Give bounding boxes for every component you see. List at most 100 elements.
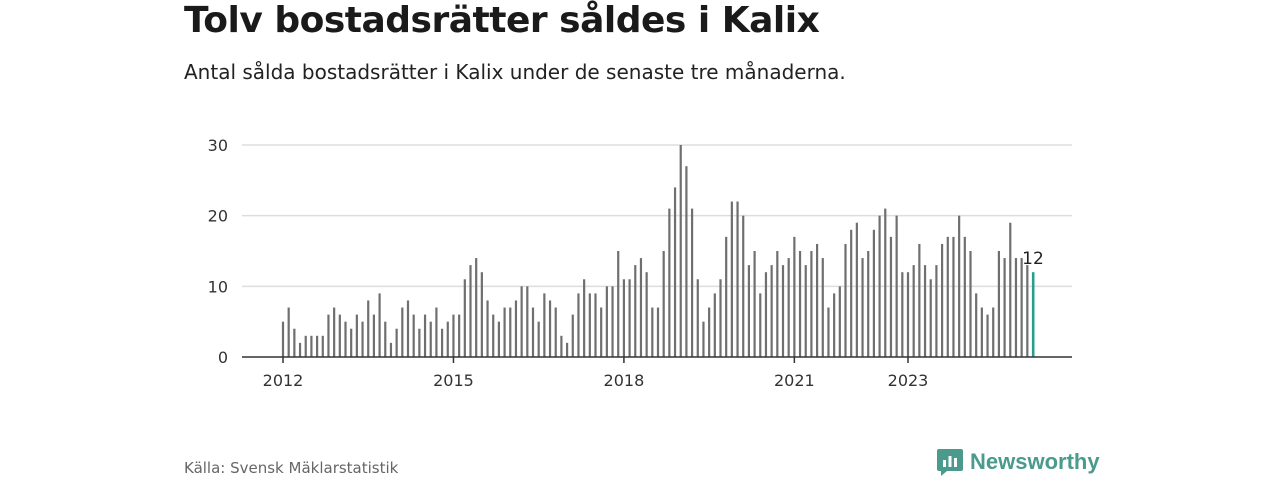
bar: [293, 328, 296, 357]
bar: [878, 215, 881, 357]
bar: [969, 251, 972, 357]
bar: [844, 243, 847, 357]
bar: [645, 272, 648, 357]
bar: [503, 307, 506, 357]
bar: [475, 258, 478, 357]
bar: [350, 328, 353, 357]
bar: [827, 307, 830, 357]
bar: [708, 307, 711, 357]
bar: [315, 335, 319, 357]
bar: [946, 236, 949, 357]
bar: [594, 293, 597, 357]
y-tick-label: 10: [208, 277, 228, 296]
bar: [747, 265, 751, 357]
bar: [662, 251, 665, 357]
bar: [452, 314, 455, 357]
bar: [526, 286, 529, 357]
bar: [958, 215, 961, 357]
bar: [895, 215, 898, 357]
bar: [531, 307, 535, 357]
bar: [577, 293, 580, 357]
bar: [327, 314, 330, 357]
bar: [1026, 265, 1029, 357]
bar: [742, 215, 745, 357]
bar: [543, 293, 546, 357]
bar: [401, 307, 404, 357]
bar: [565, 342, 569, 357]
bar: [986, 314, 989, 357]
highlight-data-label: 12: [1022, 249, 1044, 269]
bar: [628, 279, 631, 357]
bar: [520, 286, 523, 357]
bar: [685, 166, 688, 357]
bar: [321, 335, 324, 357]
bar: [486, 300, 489, 357]
bar: [992, 307, 995, 357]
bar: [634, 265, 637, 357]
brand-name: Newsworthy: [970, 449, 1100, 474]
bar: [497, 321, 501, 357]
bar: [668, 208, 671, 357]
bar: [310, 335, 313, 357]
bar: [730, 201, 733, 357]
bar: [384, 321, 387, 357]
source-credit: Källa: Svensk Mäklarstatistik: [184, 459, 399, 477]
bar: [651, 307, 654, 357]
bar: [963, 236, 966, 357]
bar: [690, 208, 694, 357]
bar: [980, 307, 983, 357]
bar: [918, 243, 921, 357]
bar: [702, 321, 705, 357]
bar: [736, 201, 739, 357]
bar: [548, 300, 552, 357]
bar: [480, 272, 483, 357]
y-tick-label: 30: [208, 136, 228, 155]
bar: [1014, 258, 1018, 357]
bar: [821, 258, 824, 357]
bar: [492, 314, 495, 357]
bar: [713, 293, 716, 357]
bar: [446, 321, 449, 357]
bar: [469, 265, 472, 357]
bar: [412, 314, 415, 357]
x-tick-label: 2021: [774, 371, 815, 390]
bar: [406, 300, 410, 357]
bar: [861, 258, 864, 357]
x-tick-label: 2012: [263, 371, 304, 390]
bar: [554, 307, 557, 357]
bar: [304, 335, 307, 357]
bar: [378, 293, 381, 357]
bar: [815, 243, 819, 357]
bar: [753, 251, 756, 357]
bar: [281, 321, 285, 357]
x-tick-label: 2023: [888, 371, 929, 390]
bar: [838, 286, 841, 357]
page-subtitle: Antal sålda bostadsrätter i Kalix under …: [184, 60, 846, 84]
bar: [719, 279, 722, 357]
bar: [605, 286, 608, 357]
bar: [622, 279, 626, 357]
brand-logo[interactable]: Newsworthy: [936, 447, 1100, 477]
bar: [583, 279, 586, 357]
bar: [418, 328, 421, 357]
bar: [781, 265, 785, 357]
bar: [367, 300, 370, 357]
bar: [372, 314, 376, 357]
bar: [617, 251, 620, 357]
bar: [423, 314, 427, 357]
bar: [929, 279, 932, 357]
bar: [764, 272, 768, 357]
bar: [850, 229, 853, 357]
bar: [333, 307, 336, 357]
bar: [787, 258, 790, 357]
bar: [901, 272, 904, 357]
y-tick-label: 0: [218, 348, 228, 367]
bar: [975, 293, 978, 357]
bar: [804, 265, 807, 357]
bar: [600, 307, 603, 357]
bar: [656, 307, 660, 357]
newsworthy-logo-icon: [937, 449, 963, 476]
bar: [514, 300, 518, 357]
y-tick-label: 20: [208, 207, 228, 226]
